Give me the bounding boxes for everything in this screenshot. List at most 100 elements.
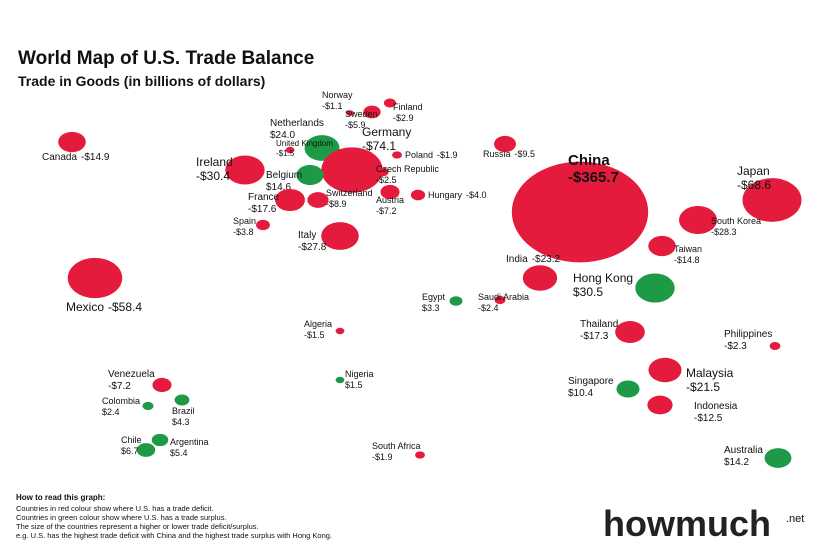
country-name: Japan bbox=[737, 164, 770, 178]
title: World Map of U.S. Trade Balance bbox=[18, 48, 314, 69]
country-name: South Africa bbox=[372, 441, 421, 451]
country-shape bbox=[764, 448, 792, 468]
country-value: -$2.9 bbox=[393, 113, 414, 123]
country-name: Russia bbox=[483, 149, 511, 159]
country-shape bbox=[67, 257, 123, 299]
country-value: -$1.9 bbox=[372, 452, 393, 462]
country-name: Colombia bbox=[102, 396, 140, 406]
country-name: Thailand bbox=[580, 319, 618, 330]
country-shape bbox=[363, 105, 381, 119]
country-value: -$14.9 bbox=[81, 152, 110, 163]
country-name: Belgium bbox=[266, 170, 302, 181]
country-value: -$2.4 bbox=[478, 303, 499, 313]
country-name: Spain bbox=[233, 216, 256, 226]
country-value: $4.3 bbox=[172, 417, 190, 427]
country-name: Switzerland bbox=[326, 188, 373, 198]
country-value: -$27.8 bbox=[298, 242, 327, 253]
country-name: Philippines bbox=[724, 329, 772, 340]
country-shape bbox=[410, 189, 426, 201]
country-name: Venezuela bbox=[108, 369, 155, 380]
country-value: -$1.9 bbox=[437, 150, 458, 160]
country-value: -$30.4 bbox=[196, 169, 230, 183]
country-value: $2.4 bbox=[102, 407, 120, 417]
country-shape bbox=[449, 296, 463, 306]
country-name: Finland bbox=[393, 102, 423, 112]
country-name: Saudi Arabia bbox=[478, 292, 529, 302]
country-shape bbox=[383, 98, 397, 108]
country-name: Italy bbox=[298, 230, 316, 241]
country-shape bbox=[494, 135, 516, 153]
legend-line: Countries in green colour show where U.S… bbox=[16, 513, 227, 522]
country-name: Brazil bbox=[172, 406, 195, 416]
country-value: -$14.8 bbox=[674, 255, 700, 265]
country-name: Hong Kong bbox=[573, 271, 633, 285]
country-value: -$23.2 bbox=[532, 254, 561, 265]
country-name: Austria bbox=[376, 195, 404, 205]
country-name: Egypt bbox=[422, 292, 446, 302]
country-name: India bbox=[506, 254, 528, 265]
country-name: Norway bbox=[322, 90, 353, 100]
country-name: Argentina bbox=[170, 437, 209, 447]
country-value: $30.5 bbox=[573, 285, 603, 299]
country-shape bbox=[648, 357, 682, 383]
country-shape bbox=[380, 184, 400, 200]
logo-suffix: .net bbox=[786, 513, 804, 525]
country-value: -$1.1 bbox=[322, 101, 343, 111]
country-value: $3.3 bbox=[422, 303, 440, 313]
country-shape bbox=[648, 235, 676, 257]
country-name: Sweden bbox=[345, 109, 378, 119]
country-value: -$17.6 bbox=[248, 204, 277, 215]
country-shape bbox=[392, 151, 402, 159]
country-name: Algeria bbox=[304, 319, 332, 329]
country-value: -$4.0 bbox=[466, 190, 487, 200]
country-value: -$1.5 bbox=[276, 149, 295, 158]
country-name: Czech Republic bbox=[376, 164, 440, 174]
country-shape bbox=[256, 219, 270, 231]
country-name: Mexico bbox=[66, 300, 104, 314]
logo-name: howmuch bbox=[603, 503, 771, 544]
country-value: -$58.4 bbox=[108, 300, 142, 314]
country-value: -$365.7 bbox=[568, 169, 619, 186]
country-value: -$12.5 bbox=[694, 413, 723, 424]
country-shape bbox=[377, 167, 389, 177]
country-value: -$17.3 bbox=[580, 331, 609, 342]
country-shape bbox=[285, 146, 295, 154]
country-name: Netherlands bbox=[270, 118, 324, 129]
country-value: -$68.6 bbox=[737, 178, 771, 192]
country-value: -$7.2 bbox=[108, 381, 131, 392]
country-shape bbox=[616, 380, 640, 398]
subtitle: Trade in Goods (in billions of dollars) bbox=[18, 73, 265, 89]
legend-line: The size of the countries represent a hi… bbox=[16, 522, 259, 531]
legend-line: e.g. U.S. has the highest trade deficit … bbox=[16, 531, 332, 540]
country-name: Taiwan bbox=[674, 244, 702, 254]
country-name: France bbox=[248, 192, 280, 203]
legend-line: Countries in red colour show where U.S. … bbox=[16, 504, 214, 513]
country-value: -$21.5 bbox=[686, 380, 720, 394]
country-name: South Korea bbox=[711, 216, 761, 226]
country-shape bbox=[346, 110, 354, 116]
country-shape bbox=[142, 401, 154, 411]
country-shape bbox=[275, 188, 305, 212]
country-shape bbox=[742, 178, 802, 222]
country-shape bbox=[522, 265, 558, 291]
country-value: -$3.8 bbox=[233, 227, 254, 237]
country-name: Germany bbox=[362, 125, 411, 139]
country-value: -$74.1 bbox=[362, 139, 396, 153]
country-name: Nigeria bbox=[345, 369, 374, 379]
country-name: Australia bbox=[724, 445, 763, 456]
country-value: $14.2 bbox=[724, 457, 749, 468]
country-value: -$9.5 bbox=[515, 149, 536, 159]
country-value: $6.7 bbox=[121, 446, 139, 456]
country-name: United Kingdom bbox=[276, 139, 333, 148]
country-shape bbox=[769, 342, 781, 350]
country-name: Canada bbox=[42, 152, 77, 163]
country-name: Chile bbox=[121, 435, 142, 445]
country-name: Singapore bbox=[568, 376, 614, 387]
country-shape bbox=[494, 295, 506, 305]
country-value: -$2.5 bbox=[376, 175, 397, 185]
country-shape bbox=[679, 205, 717, 235]
country-value: -$1.5 bbox=[304, 330, 325, 340]
country-value: $5.4 bbox=[170, 448, 188, 458]
country-shape bbox=[321, 222, 359, 250]
country-shape bbox=[415, 451, 425, 459]
